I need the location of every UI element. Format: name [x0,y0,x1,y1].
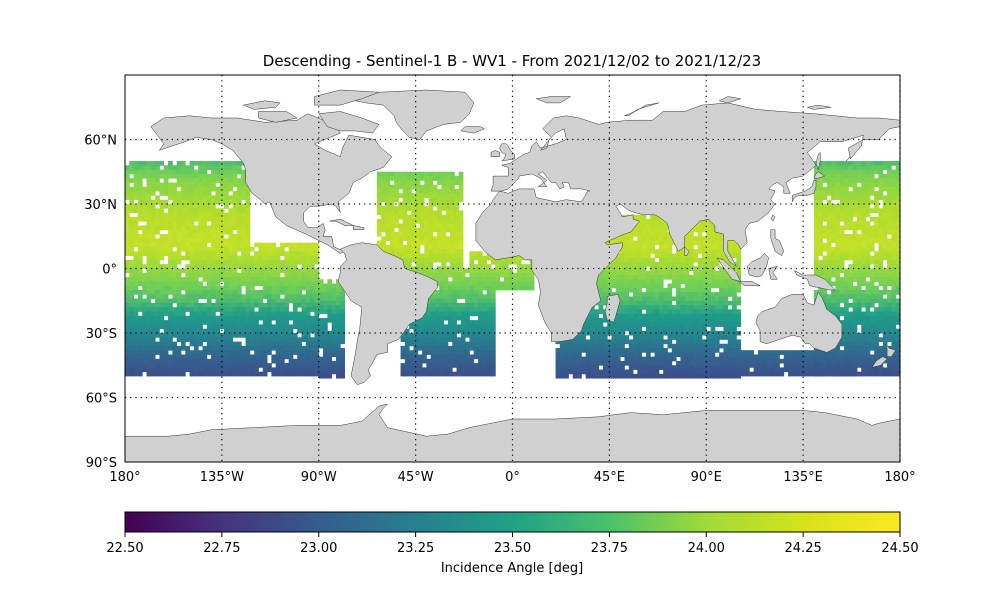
lon-tick-label: 135°E [783,470,823,485]
land-japan [792,180,817,203]
colorbar-tick-label: 23.00 [300,541,337,556]
swath-2 [318,279,345,379]
colorbar-tick-label: 22.50 [106,541,143,556]
land-sri-lanka [684,246,690,256]
land-kamchatka-island [845,156,851,162]
land-canadian-arctic-west [243,100,281,110]
land-new-zealand-south [871,356,888,368]
colorbar-tick-label: 23.75 [591,541,628,556]
lon-tick-label: 180° [109,470,140,485]
land-new-siberian [807,104,832,110]
colorbar-tick-label: 23.25 [397,541,434,556]
land-new-zealand-north [884,343,896,357]
swath-1 [249,242,320,377]
latitude-tick-labels: 60°N 30°N 0° 30°S 60°S 90°S [84,134,117,472]
land-ellesmere [314,89,380,106]
lat-tick-label: 60°N [84,134,117,149]
longitude-tick-labels: 180° 135°W 90°W 45°W 0° 45°E 90°E 135°E 180° [109,470,915,485]
map-frame [124,74,901,463]
lon-tick-label: 90°E [691,470,722,485]
colorbar-gradient [124,511,901,533]
colorbar-tick-label: 24.50 [881,541,918,556]
lat-tick-label: 0° [102,263,117,278]
colorbar-ticks: 22.50 22.75 23.00 23.25 23.50 23.75 24.00 24.25… [106,532,919,556]
lat-tick-label: 60°S [86,392,117,407]
land-svalbard [535,96,571,104]
colorbar-label: Incidence Angle [deg] [441,561,583,576]
lon-tick-label: 90°W [301,470,337,485]
land-novaya-zemlya [624,102,660,117]
lon-tick-label: 0° [505,470,520,485]
lon-tick-label: 180° [884,470,915,485]
land-eurasia-africa [475,102,901,342]
land-ireland [490,150,500,157]
land-java [738,281,761,286]
land-philippines [770,229,785,256]
land-greenland [355,89,475,140]
land-britain [499,143,515,162]
colorbar-tick-label: 24.00 [688,541,725,556]
lon-tick-label: 135°W [200,470,244,485]
colorbar-tick-label: 23.50 [494,541,531,556]
land-sakhalin [815,152,821,170]
land-taiwan [770,214,776,222]
land-iceland [460,126,485,134]
land-south-america [337,242,438,385]
land-hokkaido [813,171,825,179]
map-area [124,74,901,463]
chart-title: Descending - Sentinel-1 B - WV1 - From 2… [263,52,761,70]
swath-0 [125,161,251,377]
colorbar-tick-label: 22.75 [203,541,240,556]
colorbar-tick-label: 24.25 [785,541,822,556]
land-victoria-island [258,111,298,123]
colorbar: 22.50 22.75 23.00 23.25 23.50 23.75 24.00 24.25… [106,511,919,576]
land-severnaya-zemlya [718,96,741,104]
land-new-guinea [794,270,836,291]
lon-tick-label: 45°E [594,470,625,485]
land-baffin [318,111,380,134]
land-borneo [746,253,769,278]
lat-tick-label: 30°S [86,327,117,342]
lat-tick-label: 90°S [86,456,117,471]
lon-tick-label: 45°W [398,470,434,485]
incidence-angle-heatmap [125,161,901,379]
land-hispaniola [352,225,365,231]
land-cuba [329,218,354,226]
land-north-america [150,113,393,254]
land-australia [755,291,843,353]
land-sulawesi [768,266,778,280]
land-layer [124,89,901,463]
lat-tick-label: 30°N [84,198,117,213]
